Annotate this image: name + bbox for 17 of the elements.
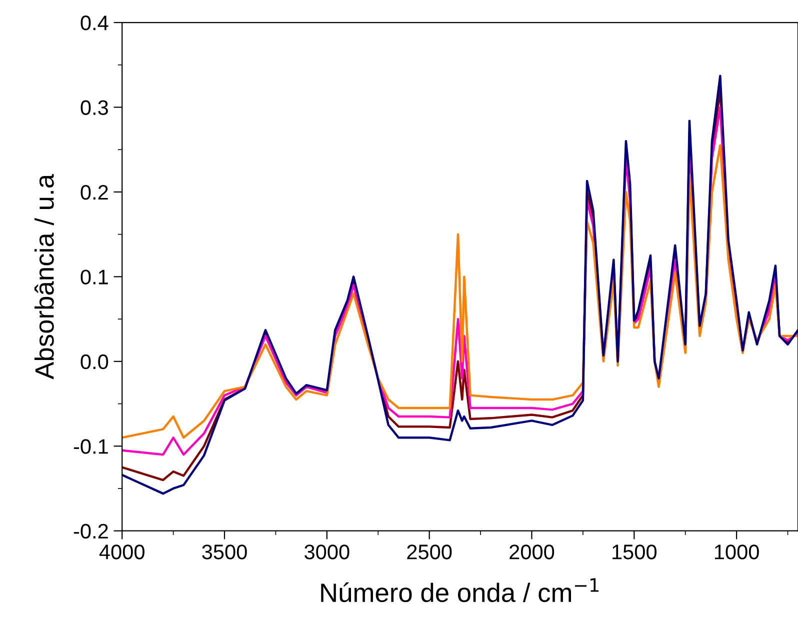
y-tick-label: -0.2 [74,524,108,539]
line-series [122,144,798,439]
y-tick-label: -0.1 [74,439,108,454]
y-tick-label: 0.4 [80,16,108,30]
x-tick-label: 2500 [407,544,452,560]
y-tick-label: 0.1 [80,270,108,284]
x-tick-label: 3000 [304,544,350,560]
x-tick-label: 2000 [510,544,554,560]
y-axis-title: Absorbância / u.a [34,174,54,380]
x-tick-label: 1500 [612,544,657,560]
x-tick-label: 1000 [714,544,759,560]
y-tick-label: 0.0 [80,354,108,370]
x-axis-title: Número de onda / cm$^{−1}$ [321,578,599,602]
y-tick-label: 0.2 [80,184,108,200]
y-tick-label: 0.3 [80,100,108,116]
x-tick-label: 3500 [202,544,247,560]
x-tick-label: 4000 [99,544,144,560]
